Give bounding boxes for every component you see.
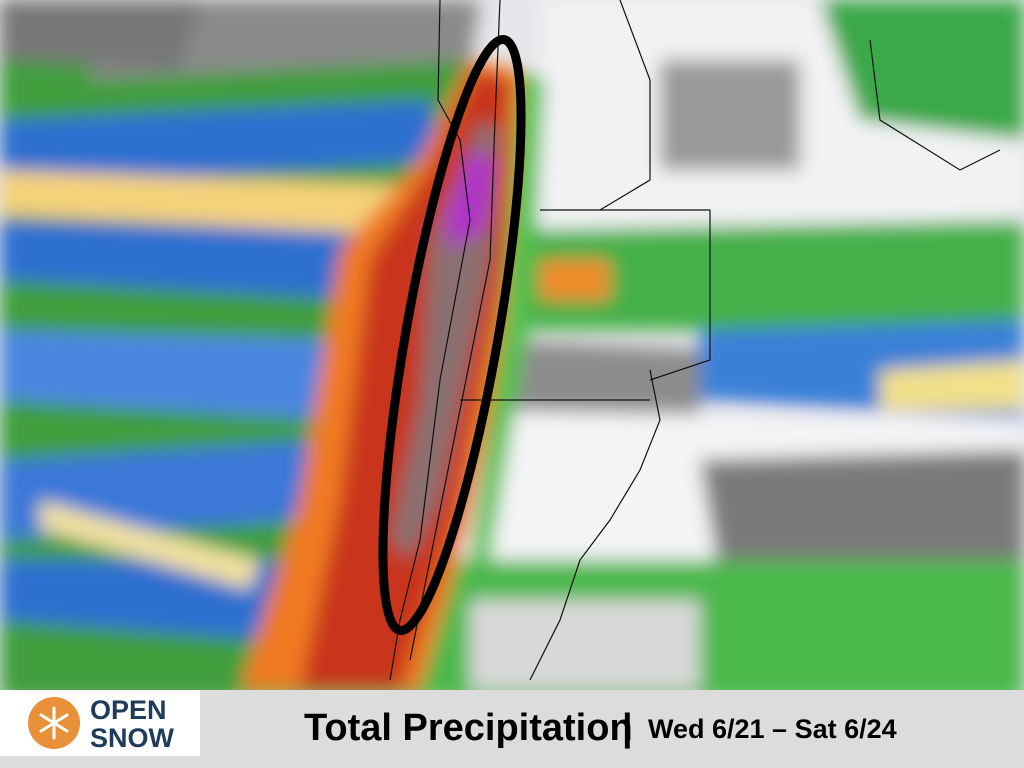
highlight-ellipse <box>378 34 526 636</box>
logo-text: SNOW <box>90 723 175 753</box>
logo-text: OPEN <box>90 695 167 725</box>
border-lines <box>389 0 1001 681</box>
precip-fields <box>0 0 1024 700</box>
caption-title: Total Precipitation <box>304 707 633 749</box>
logo-icon <box>28 697 80 749</box>
caption-separator: | <box>622 707 633 749</box>
caption-dates: Wed 6/21 – Sat 6/24 <box>648 714 897 744</box>
